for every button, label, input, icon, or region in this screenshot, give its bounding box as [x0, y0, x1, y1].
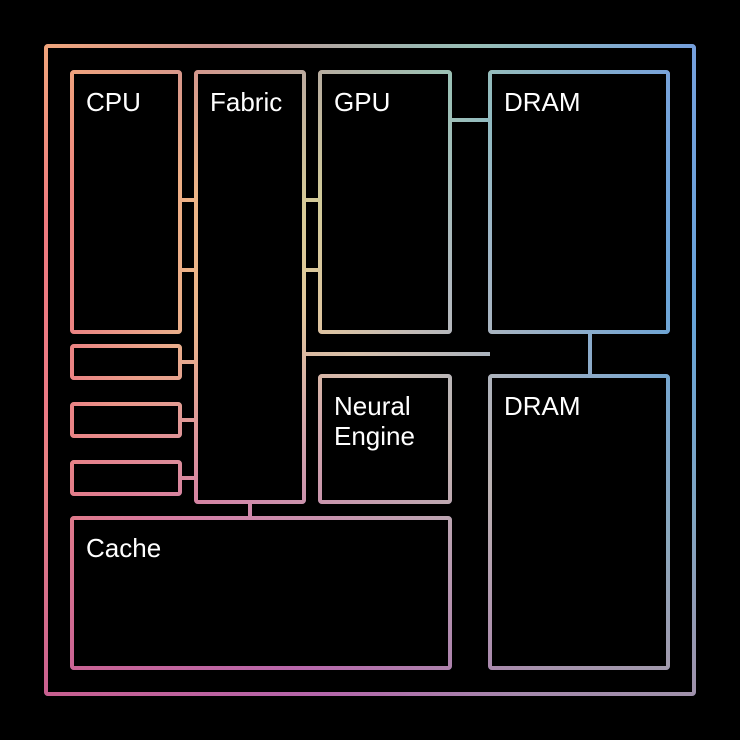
chip-diagram: CPU Fabric GPU DRAM Neural Engine DRAM Cache [0, 0, 740, 740]
block-label-neural: Neural Engine [334, 392, 415, 452]
block-label-cpu: CPU [86, 88, 141, 118]
block-label-dram_top: DRAM [504, 88, 581, 118]
labels-layer: CPU Fabric GPU DRAM Neural Engine DRAM Cache [0, 0, 740, 740]
block-label-gpu: GPU [334, 88, 390, 118]
block-label-fabric: Fabric [210, 88, 282, 118]
block-label-cache: Cache [86, 534, 161, 564]
block-label-dram_bot: DRAM [504, 392, 581, 422]
